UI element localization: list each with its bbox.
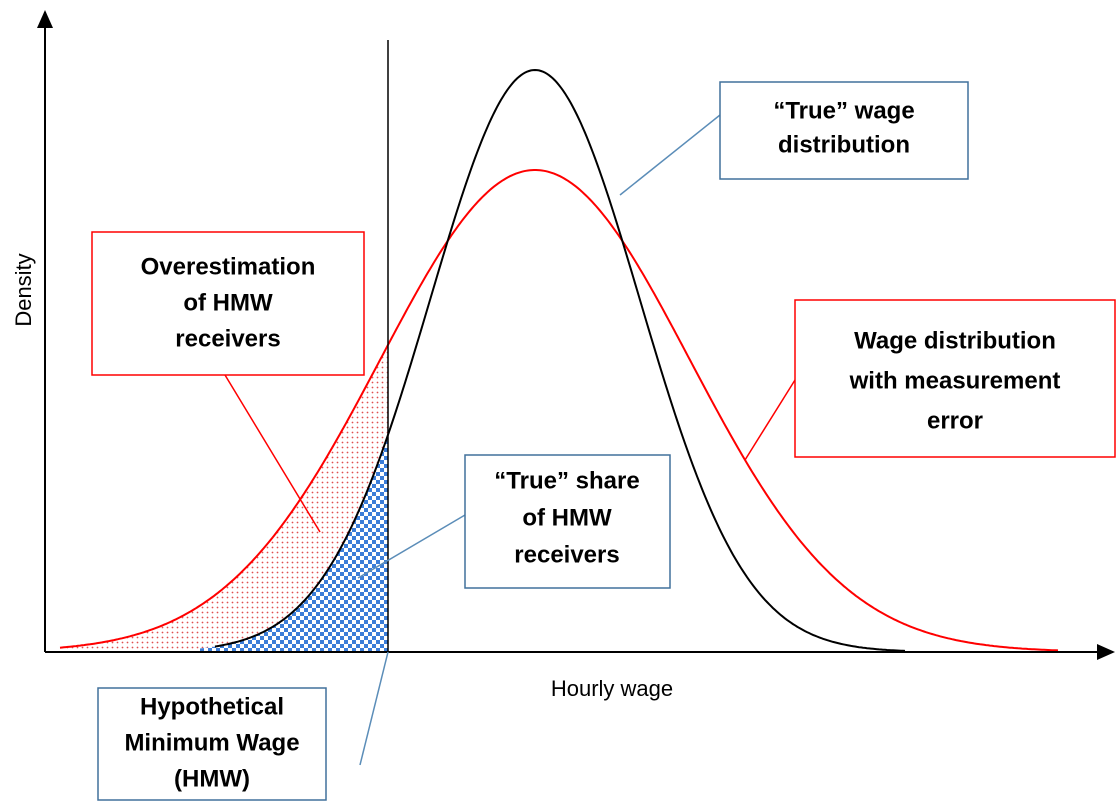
callout-text: with measurement — [849, 367, 1061, 394]
callout-text: of HMW — [183, 289, 273, 316]
callout-text: distribution — [778, 131, 910, 158]
callout-text: Overestimation — [141, 253, 316, 280]
callout-text: (HMW) — [174, 765, 250, 792]
callout-box — [464, 454, 671, 589]
leader-line — [224, 374, 321, 533]
leader-line — [359, 651, 389, 766]
callout-box — [794, 299, 1116, 458]
x-axis-label: Hourly wage — [551, 676, 673, 701]
true-share-area — [200, 434, 388, 652]
callout-box — [719, 81, 969, 180]
true-distribution-curve — [214, 68, 906, 652]
callout-text: Hypothetical — [140, 693, 284, 720]
y-axis-label: Density — [11, 253, 36, 326]
leader-line — [619, 114, 721, 196]
callout-text: “True” share — [494, 467, 639, 494]
overestimation-area — [60, 344, 388, 652]
callout-text: Minimum Wage — [124, 729, 299, 756]
callout-text: “True” wage — [773, 97, 914, 124]
callout-text: Wage distribution — [854, 327, 1056, 354]
leader-line — [357, 514, 466, 579]
callout-text: of HMW — [522, 504, 612, 531]
leader-line — [744, 379, 796, 461]
measured-distribution-curve — [59, 169, 1059, 652]
callout-box — [91, 231, 365, 376]
callout-text: receivers — [175, 325, 280, 352]
callout-text: receivers — [514, 541, 619, 568]
callout-box — [97, 687, 327, 801]
callout-text: error — [927, 407, 983, 434]
